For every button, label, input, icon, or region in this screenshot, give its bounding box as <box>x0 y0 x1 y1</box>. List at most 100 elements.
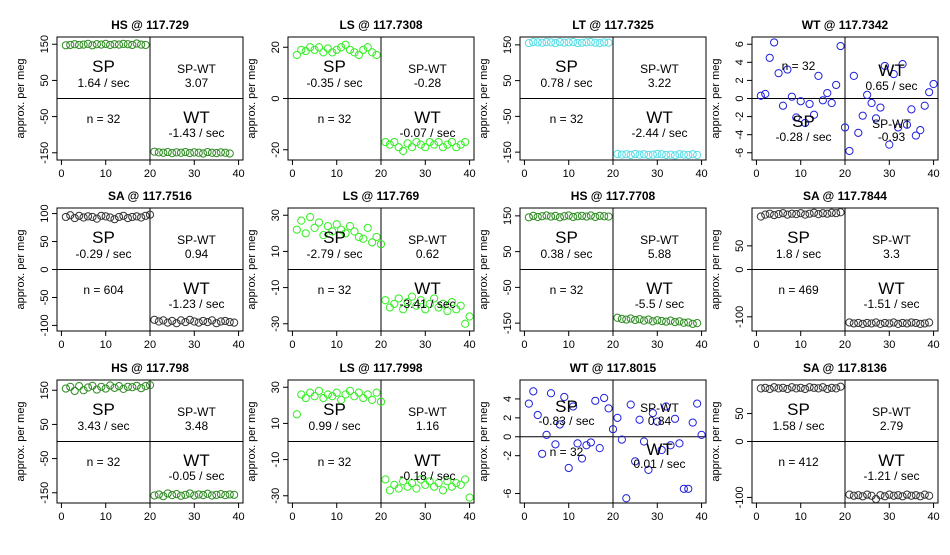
data-point <box>653 316 662 325</box>
data-point <box>876 103 885 112</box>
data-point <box>555 213 564 222</box>
x-tick-label: 0 <box>289 511 295 523</box>
data-point <box>697 430 706 439</box>
data-point <box>359 45 368 54</box>
data-point <box>809 110 819 119</box>
y-tick-label: 4 <box>502 396 514 402</box>
x-tick-label: 20 <box>839 168 851 180</box>
n-count: n = 32 <box>318 112 352 126</box>
data-point <box>898 492 907 501</box>
data-point <box>207 316 217 325</box>
data-point <box>911 491 920 500</box>
y-tick-label: 150 <box>502 36 514 54</box>
data-point <box>332 45 341 54</box>
data-point <box>319 48 328 57</box>
x-tick-label: 30 <box>883 339 895 351</box>
data-point <box>778 209 788 218</box>
data-point <box>372 232 381 242</box>
data-point <box>648 317 657 326</box>
data-point <box>376 397 386 406</box>
spwt-value: 3.48 <box>185 419 209 433</box>
y-tick-label: -100 <box>734 486 746 508</box>
data-point <box>337 43 346 52</box>
data-point <box>684 484 693 493</box>
data-point <box>911 131 920 140</box>
spwt-value: 0.62 <box>416 247 440 261</box>
data-point <box>97 382 106 391</box>
data-point <box>675 150 684 159</box>
data-point <box>551 440 560 449</box>
panel-title: HS @ 117.729 <box>111 18 189 32</box>
data-point <box>871 318 881 327</box>
data-point <box>381 137 390 147</box>
data-point <box>564 211 573 220</box>
data-point <box>101 39 110 48</box>
wt-label: WT <box>183 279 209 298</box>
y-axis-label: approx. per meg <box>710 401 722 481</box>
panel-title: WT @ 117.7342 <box>802 18 889 32</box>
data-point <box>569 402 578 411</box>
data-point <box>141 211 150 220</box>
data-point <box>416 296 425 305</box>
data-point <box>569 212 578 222</box>
data-point <box>827 383 836 392</box>
data-point <box>190 317 199 326</box>
data-point <box>600 212 609 221</box>
data-point <box>168 316 177 326</box>
panel-8: SA @ 117.7844 0 10 20 30 40 50 0 -100 approx. per… <box>710 189 940 351</box>
data-point <box>425 477 434 486</box>
sp-rate: 0.38 / sec <box>540 247 592 261</box>
data-point <box>443 307 452 316</box>
data-point <box>564 463 573 473</box>
x-tick-label: 10 <box>563 168 575 180</box>
x-tick-label: 10 <box>100 511 112 523</box>
x-tick-label: 40 <box>695 168 707 180</box>
data-point <box>390 137 399 147</box>
data-point <box>863 318 872 328</box>
y-tick-label: -6 <box>734 148 746 158</box>
data-point <box>858 492 867 501</box>
data-point <box>849 491 858 500</box>
data-point <box>61 212 70 222</box>
data-point <box>657 150 666 159</box>
data-point <box>443 477 452 486</box>
x-tick-label: 40 <box>232 511 244 523</box>
data-point <box>761 89 770 99</box>
panel-title: SA @ 117.7844 <box>803 189 887 203</box>
data-point <box>792 210 801 219</box>
data-point <box>573 212 582 221</box>
y-tick-label: 50 <box>39 74 51 86</box>
data-point <box>894 123 903 132</box>
x-tick-label: 30 <box>883 511 895 523</box>
data-point <box>756 91 765 100</box>
data-point <box>61 41 70 50</box>
data-point <box>635 150 644 159</box>
data-point <box>172 490 181 499</box>
data-point <box>92 385 101 394</box>
data-point <box>394 294 403 303</box>
data-point <box>199 149 208 158</box>
spwt-value: 3.22 <box>648 76 672 90</box>
data-point <box>916 319 925 329</box>
n-count: n = 469 <box>778 283 819 297</box>
data-point <box>631 457 640 466</box>
data-point <box>159 492 168 501</box>
data-point <box>577 454 587 463</box>
data-point <box>132 39 141 48</box>
data-point <box>666 150 675 159</box>
spwt-label: SP-WT <box>177 62 216 76</box>
data-point <box>381 296 390 305</box>
data-point <box>394 143 403 152</box>
data-point <box>600 38 609 47</box>
data-point <box>399 305 408 314</box>
data-point <box>394 484 403 493</box>
x-tick-label: 10 <box>100 168 112 180</box>
y-tick-label: 50 <box>734 407 746 419</box>
data-point <box>421 305 430 314</box>
data-point <box>390 299 399 308</box>
data-point <box>885 140 894 149</box>
data-point <box>849 319 858 328</box>
data-point <box>524 38 533 48</box>
data-point <box>546 389 556 398</box>
x-tick-label: 30 <box>188 168 200 180</box>
